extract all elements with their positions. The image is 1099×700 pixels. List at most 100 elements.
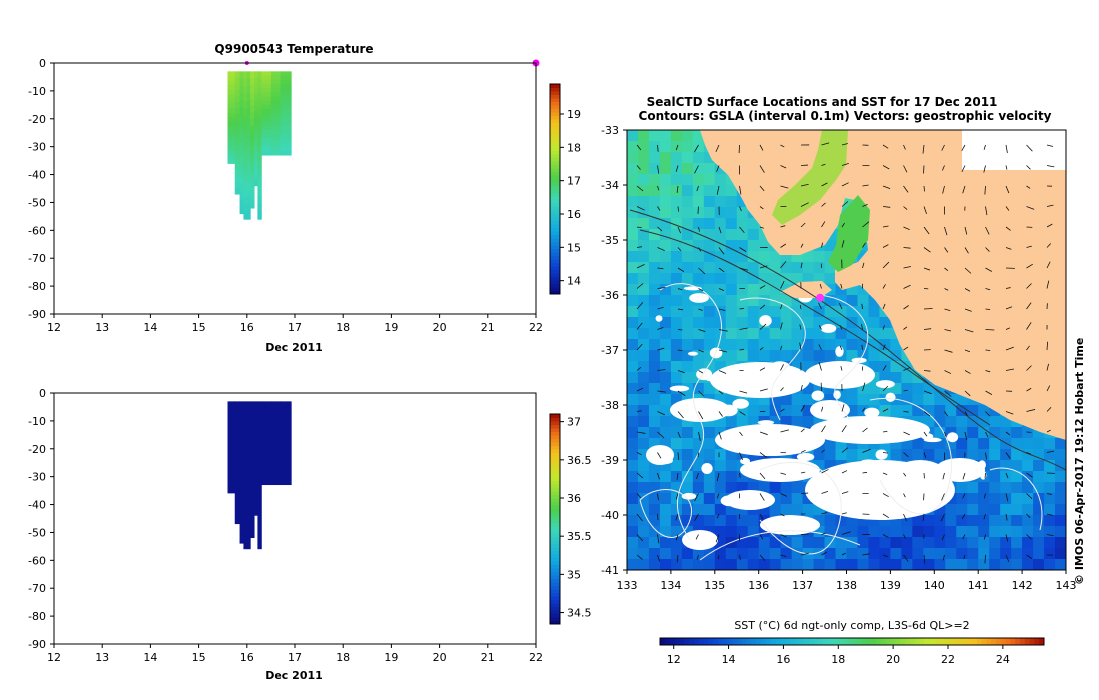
- temperature-cell: [239, 78, 244, 87]
- sst-cell: [747, 537, 760, 549]
- sst-cell: [758, 229, 771, 241]
- velocity-vector: [739, 472, 741, 478]
- velocity-vector: [1005, 452, 1011, 459]
- sst-cell: [978, 548, 990, 560]
- temperature-cell: [246, 211, 251, 220]
- colorbar-segment: [550, 224, 560, 228]
- sst-cell: [1000, 493, 1012, 505]
- sst-cell: [736, 229, 749, 241]
- temperature-cell: [280, 79, 292, 85]
- sst-cell: [802, 361, 815, 373]
- velocity-vector: [675, 534, 679, 541]
- sst-colorbar-segment: [938, 638, 944, 645]
- sst-cell: [703, 471, 716, 483]
- sst-cell: [725, 240, 738, 252]
- sst-colorbar-segment: [794, 638, 800, 645]
- x-tick-label: 17: [288, 321, 302, 334]
- colorbar-tick-label: 36: [567, 492, 581, 505]
- colorbar-tick-label: 14: [567, 275, 581, 288]
- sst-cell: [934, 559, 946, 570]
- temperature-cell: [254, 77, 258, 84]
- temperature-cell: [227, 117, 236, 123]
- x-tick-label: 19: [384, 321, 398, 334]
- sst-cell: [758, 405, 771, 417]
- colorbar-segment: [550, 459, 560, 464]
- sst-colorbar-segment: [674, 638, 680, 645]
- velocity-vector: [1046, 450, 1055, 453]
- colorbar-segment: [550, 105, 560, 109]
- temperature-cell: [227, 103, 236, 109]
- sst-cell: [890, 548, 902, 560]
- sst-cell: [627, 163, 639, 175]
- temperature-cell: [250, 126, 255, 134]
- sst-cell: [1055, 482, 1066, 494]
- colorbar-segment: [550, 189, 560, 193]
- sst-cell: [681, 240, 694, 252]
- velocity-vector: [821, 425, 826, 433]
- sst-cell: [1033, 493, 1045, 505]
- velocity-vector: [657, 287, 666, 289]
- velocity-vector: [882, 225, 889, 228]
- temperature-cell: [261, 83, 272, 89]
- temperature-cell: [257, 108, 262, 117]
- sst-cell: [978, 526, 990, 538]
- temperature-cell: [257, 182, 262, 191]
- sst-colorbar-tick-label: 24: [996, 653, 1010, 666]
- velocity-vector: [694, 513, 699, 522]
- sst-cell: [912, 548, 924, 560]
- velocity-vector: [1026, 472, 1033, 478]
- sst-cell: [956, 548, 968, 560]
- velocity-vector: [1026, 283, 1032, 289]
- sst-cell: [1022, 559, 1034, 570]
- colorbar-tick-label: 15: [567, 241, 581, 254]
- sst-cell: [627, 361, 639, 373]
- sst-cell: [714, 328, 727, 340]
- colorbar-segment: [550, 266, 560, 270]
- sst-cell: [1033, 504, 1045, 516]
- sst-cell: [659, 394, 672, 406]
- sst-cell: [758, 306, 771, 318]
- velocity-vector: [696, 185, 699, 192]
- sst-cell: [703, 559, 716, 570]
- sst-cell: [967, 559, 979, 570]
- velocity-vector: [780, 493, 788, 497]
- velocity-vector: [677, 390, 686, 396]
- sst-cell: [769, 273, 782, 285]
- cloud-patch: [670, 398, 730, 422]
- sst-cell: [692, 559, 705, 570]
- sst-cell: [879, 328, 891, 340]
- colorbar-segment: [550, 283, 560, 288]
- sst-cell: [714, 306, 727, 318]
- colorbar-segment: [550, 290, 560, 295]
- colorbar-segment: [550, 143, 560, 148]
- sst-colorbar-segment: [664, 638, 671, 645]
- sst-cell: [1044, 537, 1056, 549]
- sst-cell: [1000, 471, 1012, 483]
- sst-cell: [747, 295, 760, 307]
- velocity-vector: [821, 469, 829, 474]
- velocity-vector: [942, 554, 945, 561]
- velocity-vector: [800, 533, 809, 535]
- temperature-cell: [254, 151, 258, 158]
- sst-cell: [648, 350, 661, 362]
- sst-cell: [736, 306, 749, 318]
- velocity-vector: [657, 267, 664, 270]
- x-tick-label: 17: [288, 651, 302, 664]
- sst-cell: [747, 394, 760, 406]
- colorbar-segment: [550, 571, 560, 576]
- temperature-cell: [239, 178, 244, 186]
- velocity-vector: [903, 247, 911, 249]
- sst-cell: [1022, 504, 1034, 516]
- velocity-vector: [841, 512, 847, 515]
- sst-cell: [890, 449, 902, 461]
- colorbar-segment: [550, 245, 560, 249]
- sst-cell: [703, 207, 716, 219]
- velocity-vector: [675, 144, 679, 151]
- colorbar-segment: [550, 561, 560, 565]
- map-y-tick-label: -41: [601, 564, 619, 577]
- sst-cell: [670, 273, 683, 285]
- y-tick-label: -50: [28, 526, 46, 539]
- sst-cell: [692, 130, 705, 142]
- gsla-contour-line: [639, 229, 991, 426]
